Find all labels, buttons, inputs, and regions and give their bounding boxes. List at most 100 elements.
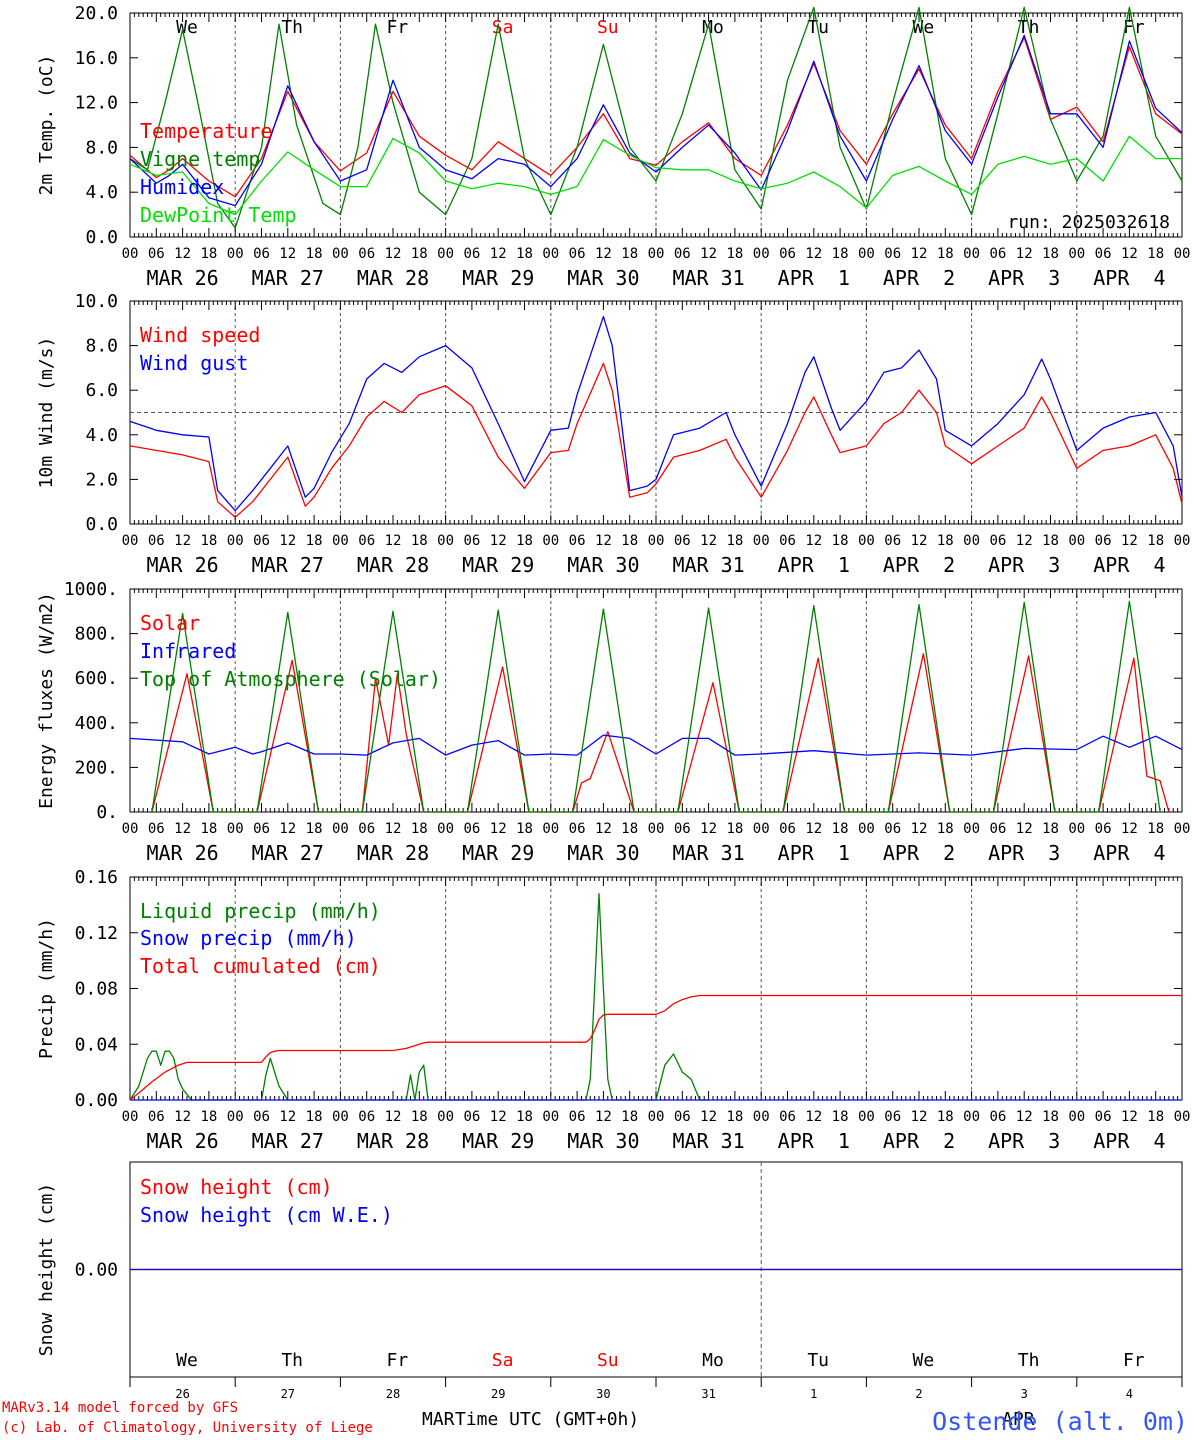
hour-tick-label: 12 bbox=[279, 246, 296, 262]
hour-tick-label: 18 bbox=[726, 246, 743, 262]
hour-tick-label: 12 bbox=[1121, 533, 1138, 549]
date-label: APR 3 bbox=[988, 553, 1060, 577]
weekday-label: Fr bbox=[1123, 1350, 1145, 1371]
weekday-label: Fr bbox=[387, 17, 409, 38]
y-tick-label: 800. bbox=[75, 624, 118, 645]
day-number-label: 4 bbox=[1126, 1387, 1133, 1401]
legend-entry: Wind gust bbox=[140, 351, 248, 375]
y-tick-label: 0. bbox=[96, 802, 118, 823]
series-line-vigne-temp bbox=[129, 6, 1183, 229]
hour-tick-label: 18 bbox=[1147, 821, 1164, 837]
hour-tick-label: 18 bbox=[200, 246, 217, 262]
y-axis-title: Precip (mm/h) bbox=[36, 918, 57, 1059]
hour-tick-label: 00 bbox=[542, 1109, 559, 1125]
hour-tick-label: 06 bbox=[884, 533, 901, 549]
hour-tick-label: 00 bbox=[648, 533, 665, 549]
hour-tick-label: 06 bbox=[1095, 533, 1112, 549]
hour-tick-label: 06 bbox=[253, 533, 270, 549]
y-tick-label: 8.0 bbox=[85, 336, 118, 357]
date-label: MAR 31 bbox=[672, 553, 744, 577]
series-line-humidex bbox=[129, 34, 1183, 207]
y-tick-label: 0.00 bbox=[75, 1090, 118, 1111]
day-number-label: 30 bbox=[596, 1387, 610, 1401]
hour-tick-label: 12 bbox=[385, 821, 402, 837]
hour-tick-label: 00 bbox=[227, 1109, 244, 1125]
y-tick-label: 12.0 bbox=[75, 93, 118, 114]
hour-tick-label: 06 bbox=[358, 1109, 375, 1125]
hour-tick-label: 06 bbox=[884, 821, 901, 837]
hour-tick-label: 12 bbox=[911, 533, 928, 549]
legend-entry: Temperature bbox=[140, 119, 272, 143]
legend-entry: Snow height (cm) bbox=[140, 1175, 333, 1199]
hour-tick-label: 18 bbox=[726, 821, 743, 837]
hour-tick-label: 18 bbox=[516, 246, 533, 262]
hour-tick-label: 12 bbox=[490, 1109, 507, 1125]
y-tick-label: 400. bbox=[75, 713, 118, 734]
hour-tick-label: 00 bbox=[542, 533, 559, 549]
hour-tick-label: 00 bbox=[648, 821, 665, 837]
date-label: MAR 29 bbox=[462, 841, 534, 865]
legend-entry: Humidex bbox=[140, 175, 224, 199]
y-tick-label: 6.0 bbox=[85, 380, 118, 401]
hour-tick-label: 06 bbox=[148, 246, 165, 262]
credit-line-1: MARv3.14 model forced by GFS bbox=[2, 1400, 238, 1416]
hour-tick-label: 00 bbox=[753, 246, 770, 262]
y-tick-label: 10.0 bbox=[75, 291, 118, 312]
hour-tick-label: 18 bbox=[1147, 246, 1164, 262]
site-label: Ostende (alt. 0m) bbox=[932, 1407, 1188, 1436]
series-line-infrared bbox=[129, 734, 1183, 756]
weekday-label: Th bbox=[281, 17, 303, 38]
date-label: APR 4 bbox=[1093, 1129, 1165, 1153]
date-label: MAR 29 bbox=[462, 553, 534, 577]
hour-tick-label: 18 bbox=[1042, 246, 1059, 262]
hour-tick-label: 12 bbox=[700, 1109, 717, 1125]
hour-tick-label: 12 bbox=[595, 246, 612, 262]
date-label: APR 4 bbox=[1093, 266, 1165, 290]
hour-tick-label: 00 bbox=[332, 533, 349, 549]
hour-tick-label: 12 bbox=[911, 1109, 928, 1125]
weekday-label: We bbox=[913, 17, 935, 38]
hour-tick-label: 06 bbox=[1095, 246, 1112, 262]
hour-tick-label: 00 bbox=[963, 821, 980, 837]
hour-tick-label: 18 bbox=[1042, 1109, 1059, 1125]
weekday-label: Sa bbox=[492, 1350, 514, 1371]
hour-tick-label: 00 bbox=[437, 1109, 454, 1125]
day-number-label: 26 bbox=[175, 1387, 189, 1401]
hour-tick-label: 06 bbox=[253, 821, 270, 837]
hour-tick-label: 18 bbox=[411, 1109, 428, 1125]
hour-tick-label: 12 bbox=[279, 533, 296, 549]
hour-tick-label: 06 bbox=[569, 533, 586, 549]
hour-tick-label: 12 bbox=[911, 821, 928, 837]
hour-tick-label: 00 bbox=[963, 533, 980, 549]
hour-tick-label: 18 bbox=[621, 533, 638, 549]
y-tick-label: 1000. bbox=[64, 579, 118, 600]
hour-tick-label: 06 bbox=[779, 246, 796, 262]
hour-tick-label: 00 bbox=[1068, 533, 1085, 549]
series-line-total-cumulated-cm- bbox=[129, 994, 1182, 1101]
hour-tick-label: 00 bbox=[1174, 1109, 1191, 1125]
y-axis-title: Snow height (cm) bbox=[36, 1183, 57, 1356]
day-number-label: 31 bbox=[701, 1387, 715, 1401]
hour-tick-label: 00 bbox=[122, 821, 139, 837]
y-axis-title: 2m Temp. (oC) bbox=[36, 55, 57, 196]
footer: MARv3.14 model forced by GFS (c) Lab. of… bbox=[2, 1400, 1188, 1436]
hour-tick-label: 00 bbox=[227, 246, 244, 262]
hour-tick-label: 06 bbox=[463, 821, 480, 837]
hour-tick-label: 18 bbox=[937, 821, 954, 837]
hour-tick-label: 06 bbox=[148, 1109, 165, 1125]
hour-tick-label: 12 bbox=[1016, 821, 1033, 837]
hour-tick-label: 18 bbox=[200, 1109, 217, 1125]
weekday-label: We bbox=[913, 1350, 935, 1371]
hour-tick-label: 06 bbox=[989, 246, 1006, 262]
hour-tick-label: 12 bbox=[700, 821, 717, 837]
hour-tick-label: 00 bbox=[963, 246, 980, 262]
hour-tick-label: 06 bbox=[674, 533, 691, 549]
date-label: MAR 31 bbox=[672, 266, 744, 290]
hour-tick-label: 18 bbox=[1147, 1109, 1164, 1125]
month-label-right: APR bbox=[1002, 1409, 1035, 1430]
date-label: MAR 30 bbox=[567, 1129, 639, 1153]
hour-tick-label: 00 bbox=[753, 821, 770, 837]
y-tick-label: 0.08 bbox=[75, 979, 118, 1000]
hour-tick-label: 18 bbox=[306, 1109, 323, 1125]
weekday-label: Sa bbox=[492, 17, 514, 38]
